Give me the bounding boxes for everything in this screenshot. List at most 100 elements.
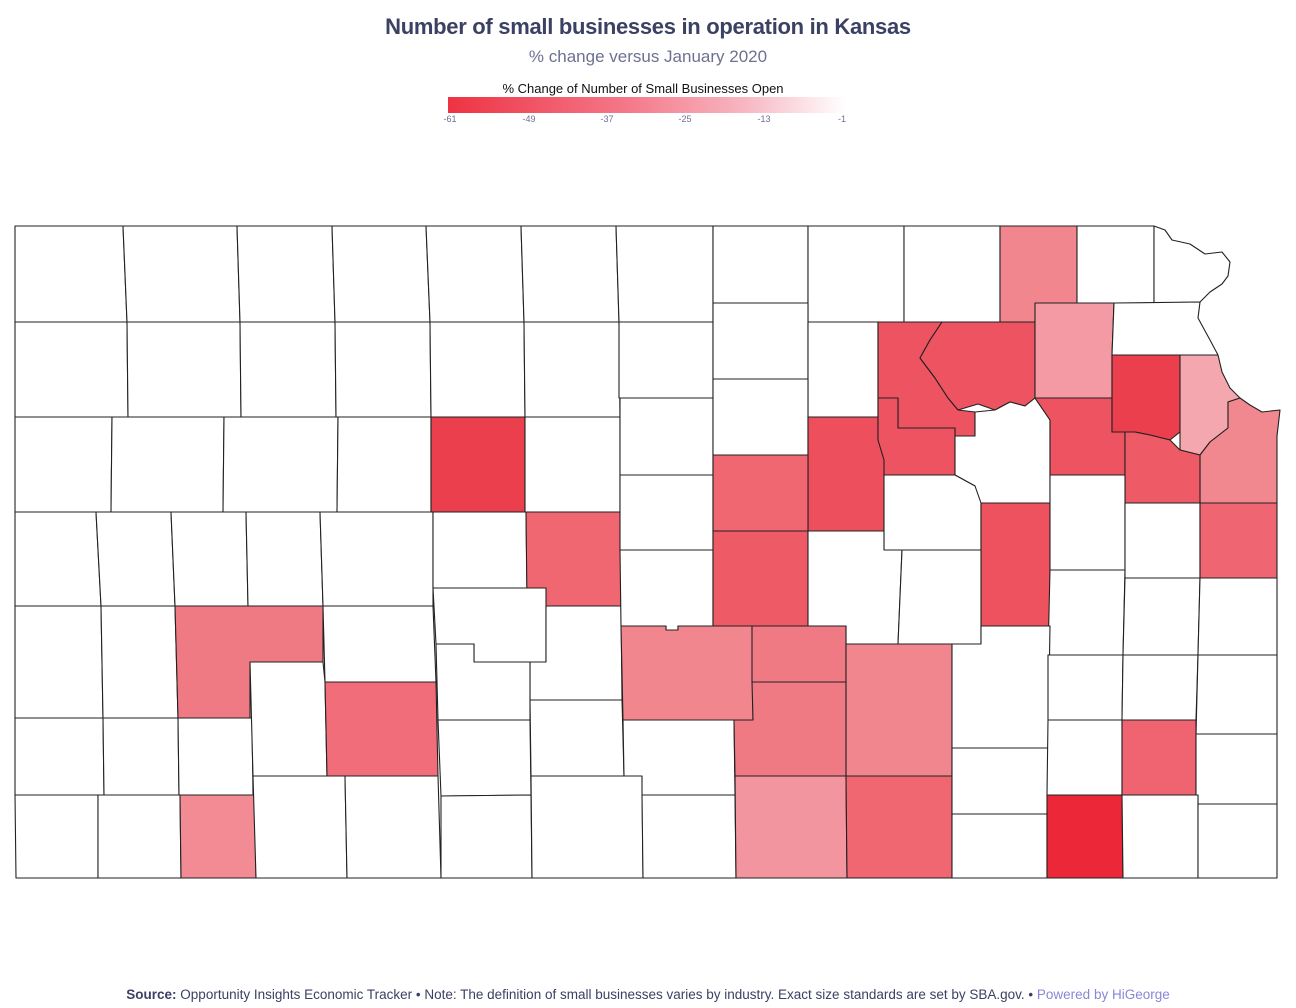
county[interactable]	[807, 225, 905, 323]
county[interactable]	[249, 661, 328, 777]
county[interactable]	[1199, 502, 1278, 579]
chart-title: Number of small businesses in operation …	[385, 14, 911, 39]
county[interactable]	[1046, 794, 1124, 879]
county[interactable]	[110, 416, 225, 513]
county[interactable]	[1047, 569, 1126, 656]
county[interactable]	[951, 625, 1051, 749]
county[interactable]	[1049, 474, 1126, 571]
county[interactable]	[618, 321, 714, 399]
county[interactable]	[1195, 654, 1278, 735]
county[interactable]	[1111, 354, 1181, 441]
county[interactable]	[845, 775, 953, 879]
county[interactable]	[324, 681, 439, 777]
county[interactable]	[430, 416, 526, 513]
county[interactable]	[1199, 397, 1281, 504]
county[interactable]	[1197, 577, 1278, 656]
powered-by-link[interactable]: Powered by HiGeorge	[1036, 987, 1170, 1002]
county[interactable]	[425, 225, 525, 323]
county[interactable]	[222, 416, 339, 513]
legend-tick: -37	[600, 114, 614, 124]
county[interactable]	[179, 794, 257, 879]
county[interactable]	[437, 719, 532, 797]
county[interactable]	[903, 225, 1001, 323]
county[interactable]	[751, 625, 847, 683]
county[interactable]	[1076, 225, 1155, 304]
county[interactable]	[170, 511, 249, 607]
county[interactable]	[807, 321, 879, 418]
county[interactable]	[14, 511, 102, 607]
county[interactable]	[641, 794, 737, 879]
county[interactable]	[980, 502, 1051, 627]
county[interactable]	[322, 605, 437, 683]
county[interactable]	[951, 813, 1048, 879]
county[interactable]	[1121, 654, 1199, 721]
county[interactable]	[236, 225, 336, 323]
county[interactable]	[1195, 733, 1278, 805]
county[interactable]	[245, 511, 324, 607]
county[interactable]	[530, 775, 644, 879]
county[interactable]	[520, 225, 620, 323]
legend-tick: -1	[837, 114, 847, 124]
county[interactable]	[620, 625, 754, 721]
county[interactable]	[1197, 803, 1278, 879]
county[interactable]	[1121, 719, 1197, 796]
county[interactable]	[97, 794, 182, 879]
legend-tick: -25	[678, 114, 692, 124]
county[interactable]	[440, 794, 533, 879]
county[interactable]	[14, 717, 105, 796]
county[interactable]	[1046, 719, 1123, 796]
county[interactable]	[334, 321, 432, 418]
county[interactable]	[951, 747, 1049, 815]
county[interactable]	[1111, 301, 1219, 356]
legend-tick: -13	[757, 114, 771, 124]
county[interactable]	[712, 225, 809, 304]
legend-tick: -61	[443, 114, 457, 124]
county[interactable]	[712, 454, 809, 532]
county[interactable]	[712, 378, 809, 456]
county[interactable]	[734, 775, 848, 879]
county[interactable]	[95, 511, 176, 607]
county[interactable]	[1122, 577, 1201, 656]
county[interactable]	[615, 225, 714, 323]
county[interactable]	[432, 511, 528, 589]
county[interactable]	[14, 605, 104, 719]
county[interactable]	[336, 416, 432, 513]
legend-ticks: -61 -49 -37 -25 -13 -1	[443, 113, 847, 125]
county[interactable]	[523, 321, 621, 418]
county[interactable]	[122, 225, 241, 323]
county[interactable]	[177, 717, 254, 796]
county[interactable]	[102, 717, 180, 796]
chart-subtitle: % change versus January 2020	[528, 47, 768, 66]
county[interactable]	[619, 549, 714, 631]
county[interactable]	[1124, 502, 1201, 579]
county[interactable]	[100, 605, 179, 719]
county[interactable]	[14, 416, 113, 513]
county[interactable]	[1121, 794, 1199, 879]
source-text: Opportunity Insights Economic Tracker • …	[180, 987, 1034, 1002]
county[interactable]	[429, 321, 526, 418]
county[interactable]	[712, 302, 809, 380]
county[interactable]	[1034, 302, 1115, 399]
county[interactable]	[126, 321, 242, 418]
county[interactable]	[712, 530, 809, 627]
county[interactable]	[344, 775, 442, 879]
county[interactable]	[14, 321, 129, 418]
county[interactable]	[252, 775, 348, 879]
legend-tick: -49	[522, 114, 536, 124]
county[interactable]	[1153, 225, 1231, 304]
county[interactable]	[319, 511, 434, 607]
county[interactable]	[524, 416, 621, 513]
county[interactable]	[619, 474, 714, 551]
county[interactable]	[845, 643, 953, 777]
county[interactable]	[14, 794, 99, 879]
county[interactable]	[1047, 654, 1124, 721]
county[interactable]	[619, 397, 714, 476]
county[interactable]	[331, 225, 431, 323]
county[interactable]	[883, 474, 982, 551]
source-label: Source:	[126, 987, 177, 1002]
legend-color-scale	[448, 97, 846, 113]
county[interactable]	[14, 225, 128, 323]
county[interactable]	[529, 699, 625, 777]
county[interactable]	[897, 549, 982, 645]
county[interactable]	[239, 321, 337, 418]
